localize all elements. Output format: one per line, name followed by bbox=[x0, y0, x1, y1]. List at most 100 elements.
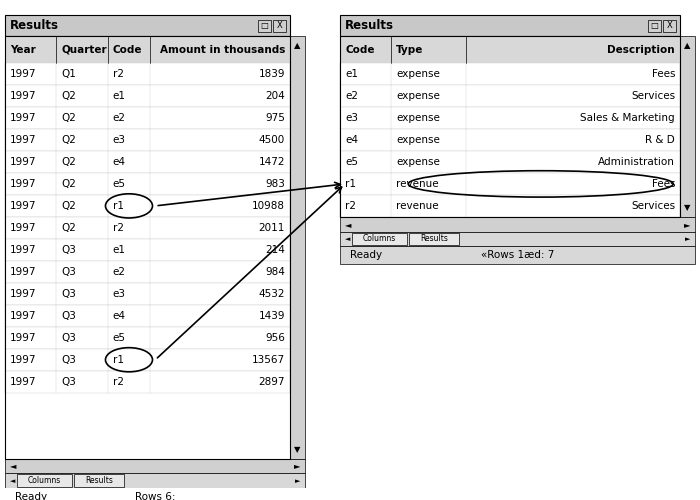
Text: 1997: 1997 bbox=[10, 376, 36, 386]
Bar bbox=[340, 36, 680, 217]
Bar bbox=[340, 217, 695, 232]
Bar bbox=[17, 474, 72, 487]
Text: 2011: 2011 bbox=[258, 223, 285, 233]
Bar bbox=[5, 63, 290, 85]
Text: Results: Results bbox=[345, 19, 394, 32]
Text: Q3: Q3 bbox=[62, 333, 76, 343]
Text: 1997: 1997 bbox=[10, 354, 36, 364]
Text: Results: Results bbox=[85, 476, 113, 485]
Text: ▼: ▼ bbox=[294, 445, 301, 454]
Bar bbox=[290, 36, 305, 459]
Bar bbox=[5, 370, 290, 392]
Text: e4: e4 bbox=[113, 311, 125, 321]
Bar bbox=[5, 305, 290, 327]
Text: 1997: 1997 bbox=[10, 157, 36, 167]
Text: Q2: Q2 bbox=[62, 223, 76, 233]
Text: Ready: Ready bbox=[350, 250, 382, 260]
Bar bbox=[5, 327, 290, 349]
Bar bbox=[340, 85, 680, 107]
Text: revenue: revenue bbox=[396, 179, 439, 189]
Text: Q3: Q3 bbox=[62, 289, 76, 299]
Text: Q3: Q3 bbox=[62, 267, 76, 277]
Text: e2: e2 bbox=[345, 91, 358, 101]
Text: Columns: Columns bbox=[363, 234, 396, 244]
Text: X: X bbox=[666, 22, 673, 30]
Text: Services: Services bbox=[631, 91, 675, 101]
Bar bbox=[340, 107, 680, 129]
Text: ►: ► bbox=[683, 220, 690, 228]
Text: □: □ bbox=[650, 22, 659, 30]
Text: r2: r2 bbox=[113, 69, 124, 79]
Bar bbox=[5, 36, 290, 63]
Text: e2: e2 bbox=[113, 113, 125, 123]
Text: ◄: ◄ bbox=[10, 462, 17, 470]
Bar bbox=[5, 458, 305, 473]
Text: e5: e5 bbox=[113, 179, 125, 189]
Bar bbox=[340, 151, 680, 173]
Bar bbox=[5, 349, 290, 370]
Text: 1997: 1997 bbox=[10, 135, 36, 145]
Text: □: □ bbox=[260, 22, 268, 30]
Text: Code: Code bbox=[113, 44, 142, 54]
Text: 1997: 1997 bbox=[10, 245, 36, 255]
Bar bbox=[258, 20, 271, 32]
Text: r2: r2 bbox=[113, 223, 124, 233]
Text: e2: e2 bbox=[113, 267, 125, 277]
Text: e4: e4 bbox=[113, 157, 125, 167]
Text: Columns: Columns bbox=[28, 476, 61, 485]
Text: e1: e1 bbox=[113, 245, 125, 255]
Bar bbox=[340, 129, 680, 151]
Text: Q2: Q2 bbox=[62, 113, 76, 123]
Text: Administration: Administration bbox=[598, 157, 675, 167]
Text: e1: e1 bbox=[345, 69, 358, 79]
Text: expense: expense bbox=[396, 69, 440, 79]
Bar bbox=[5, 151, 290, 173]
Text: Q3: Q3 bbox=[62, 354, 76, 364]
Text: 4500: 4500 bbox=[259, 135, 285, 145]
Text: 1997: 1997 bbox=[10, 179, 36, 189]
Text: X: X bbox=[276, 22, 282, 30]
Text: Description: Description bbox=[608, 44, 675, 54]
Text: Q2: Q2 bbox=[62, 135, 76, 145]
Text: 1839: 1839 bbox=[258, 69, 285, 79]
Bar bbox=[409, 232, 459, 245]
Text: Quarter: Quarter bbox=[62, 44, 107, 54]
Text: Fees: Fees bbox=[652, 69, 675, 79]
Text: r1: r1 bbox=[113, 354, 124, 364]
Text: revenue: revenue bbox=[396, 201, 439, 211]
Text: 1997: 1997 bbox=[10, 113, 36, 123]
Bar bbox=[5, 14, 290, 36]
Text: Services: Services bbox=[631, 201, 675, 211]
Text: 2897: 2897 bbox=[258, 376, 285, 386]
Text: e3: e3 bbox=[345, 113, 358, 123]
Bar bbox=[340, 195, 680, 217]
Text: 975: 975 bbox=[265, 113, 285, 123]
Text: Q1: Q1 bbox=[62, 69, 76, 79]
Text: 1997: 1997 bbox=[10, 289, 36, 299]
Bar bbox=[74, 474, 124, 487]
Text: 1997: 1997 bbox=[10, 91, 36, 101]
Text: e1: e1 bbox=[113, 91, 125, 101]
Bar bbox=[352, 232, 407, 245]
Bar bbox=[663, 20, 676, 32]
Text: 1472: 1472 bbox=[258, 157, 285, 167]
Text: e5: e5 bbox=[345, 157, 358, 167]
Text: 1997: 1997 bbox=[10, 267, 36, 277]
Bar bbox=[5, 474, 305, 488]
Bar bbox=[5, 217, 290, 239]
Text: Fees: Fees bbox=[652, 179, 675, 189]
Text: 983: 983 bbox=[265, 179, 285, 189]
Bar bbox=[5, 107, 290, 129]
Bar bbox=[5, 239, 290, 261]
Bar bbox=[5, 173, 290, 195]
Text: ►: ► bbox=[685, 236, 690, 242]
Bar bbox=[340, 14, 680, 36]
Text: ◄: ◄ bbox=[10, 478, 15, 484]
Bar bbox=[5, 129, 290, 151]
Text: Q3: Q3 bbox=[62, 245, 76, 255]
Text: ▲: ▲ bbox=[685, 41, 691, 50]
Bar bbox=[340, 36, 680, 63]
Text: ►: ► bbox=[295, 478, 300, 484]
Text: Type: Type bbox=[396, 44, 424, 54]
Text: 1997: 1997 bbox=[10, 311, 36, 321]
